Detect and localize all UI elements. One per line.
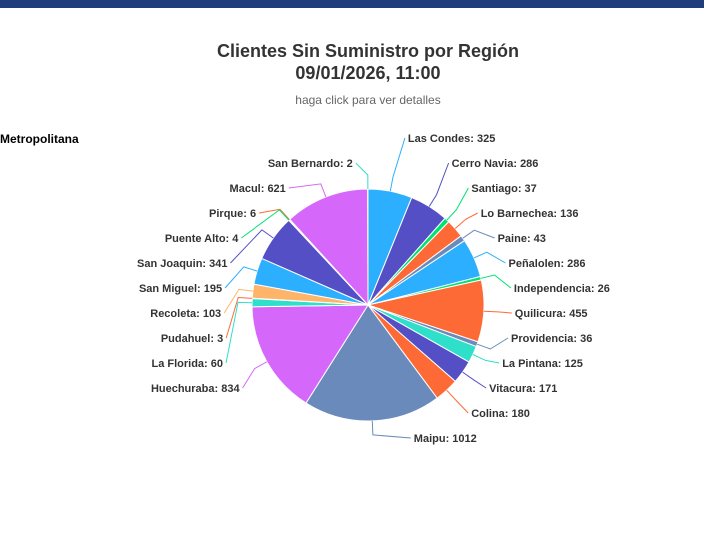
label-connector bbox=[241, 209, 290, 239]
data-label-macul: Macul: 621 bbox=[230, 183, 286, 195]
chart-title: Clientes Sin Suministro por Región 09/01… bbox=[0, 40, 704, 84]
chart-title-line2: 09/01/2026, 11:00 bbox=[295, 63, 441, 83]
label-connector bbox=[477, 337, 509, 350]
data-label-san-miguel: San Miguel: 195 bbox=[139, 283, 222, 295]
label-connector bbox=[230, 229, 274, 264]
chart-title-line1: Clientes Sin Suministro por Región bbox=[216, 41, 520, 61]
data-label-pudahuel: Pudahuel: 3 bbox=[161, 333, 223, 345]
pie-slices bbox=[251, 188, 485, 422]
data-label-san-bernardo: San Bernardo: 2 bbox=[268, 158, 353, 170]
data-label-pirque: Pirque: 6 bbox=[209, 208, 256, 220]
label-connector bbox=[223, 288, 253, 314]
chart-subtitle: haga click para ver detalles bbox=[295, 93, 441, 107]
label-connector bbox=[225, 296, 253, 339]
data-label-la-florida: La Florida: 60 bbox=[151, 358, 223, 370]
label-connector bbox=[473, 251, 506, 264]
data-label-huechuraba: Huechuraba: 834 bbox=[151, 383, 241, 395]
region-label: Metropolitana bbox=[0, 132, 79, 146]
pie-slice-huechuraba[interactable] bbox=[251, 304, 369, 404]
label-connector bbox=[472, 354, 500, 364]
data-label-quilicura: Quilicura: 455 bbox=[515, 308, 588, 320]
data-label-pe-alolen: Peñalolen: 286 bbox=[509, 258, 586, 270]
pie-labels: Las Condes: 325 Cerro Navia: 286 Santiago:… bbox=[137, 133, 610, 445]
data-label-la-pintana: La Pintana: 125 bbox=[502, 358, 583, 370]
data-label-recoleta: Recoleta: 103 bbox=[150, 308, 221, 320]
data-label-puente-alto: Puente Alto: 4 bbox=[165, 233, 239, 245]
label-connector bbox=[224, 266, 258, 289]
data-label-colina: Colina: 180 bbox=[471, 408, 530, 420]
label-connector bbox=[462, 371, 487, 389]
data-label-cerro-navia: Cerro Navia: 286 bbox=[452, 158, 539, 170]
label-connector bbox=[454, 212, 478, 229]
label-connector bbox=[371, 420, 411, 439]
pie-slice-macul[interactable] bbox=[289, 188, 369, 307]
label-connector bbox=[389, 137, 406, 192]
top-bar bbox=[0, 0, 704, 8]
data-label-paine: Paine: 43 bbox=[498, 233, 546, 245]
label-connector bbox=[446, 187, 469, 221]
data-label-las-condes: Las Condes: 325 bbox=[408, 133, 495, 145]
label-connector bbox=[480, 274, 512, 289]
data-label-vitacura: Vitacura: 171 bbox=[489, 383, 557, 395]
label-connector bbox=[355, 162, 369, 190]
data-label-lo-barnechea: Lo Barnechea: 136 bbox=[481, 208, 579, 220]
label-connector bbox=[225, 301, 253, 364]
data-label-maipu: Maipu: 1012 bbox=[414, 433, 477, 445]
label-connector bbox=[259, 208, 290, 220]
label-connector bbox=[446, 389, 469, 414]
data-label-santiago: Santiago: 37 bbox=[471, 183, 536, 195]
data-label-san-joaquin: San Joaquin: 341 bbox=[137, 258, 227, 270]
label-connector bbox=[288, 183, 327, 198]
label-connector bbox=[483, 310, 512, 314]
data-label-providencia: Providencia: 36 bbox=[511, 333, 592, 345]
label-connector bbox=[428, 162, 450, 207]
label-connector bbox=[462, 229, 495, 239]
label-connector bbox=[242, 361, 268, 389]
data-label-independencia: Independencia: 26 bbox=[514, 283, 610, 295]
